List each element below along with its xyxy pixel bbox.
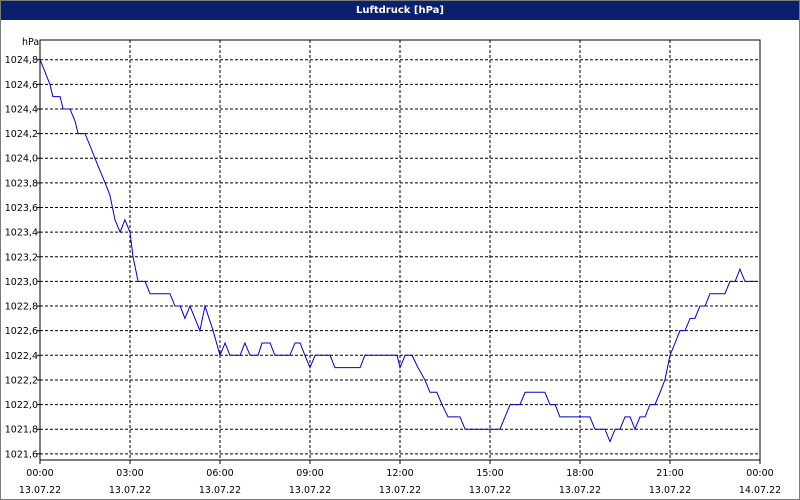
y-tick-label: 1022,4 [5,351,38,362]
y-tick-label: 1022,2 [5,375,38,386]
y-tick-label: 1024,4 [5,104,38,115]
y-tick-label: 1023,2 [5,252,38,263]
x-tick-date: 14.07.22 [739,485,781,496]
x-tick-label: 03:00 [116,468,143,479]
y-tick-label: 1022,0 [5,400,38,411]
x-tick-label: 18:00 [566,468,593,479]
y-tick-label: 1022,6 [5,326,38,337]
y-tick-label: 1023,4 [5,228,38,239]
x-tick-label: 15:00 [476,468,503,479]
x-tick-date: 13.07.22 [559,485,601,496]
y-tick-label: 1024,8 [5,55,38,66]
x-tick-date: 13.07.22 [649,485,691,496]
x-tick-date: 13.07.22 [379,485,421,496]
y-tick-label: 1021,8 [5,425,38,436]
y-tick-label: 1024,0 [5,154,38,165]
x-tick-date: 13.07.22 [199,485,241,496]
y-tick-label: 1022,8 [5,302,38,313]
line-series [39,59,757,443]
x-tick-label: 09:00 [296,468,323,479]
x-tick-date: 13.07.22 [109,485,151,496]
x-tick-date: 13.07.22 [469,485,511,496]
y-tick-label: 1023,8 [5,178,38,189]
y-axis-label: hPa [22,37,39,48]
x-tick-label: 00:00 [746,468,773,479]
x-tick-date: 13.07.22 [19,485,61,496]
x-tick-label: 21:00 [656,468,683,479]
y-tick-label: 1023,0 [5,277,38,288]
x-tick-label: 06:00 [206,468,233,479]
x-tick-date: 13.07.22 [289,485,331,496]
title-bar: Luftdruck [hPa] [1,1,799,20]
y-tick-label: 1021,6 [5,449,38,460]
y-tick-label: 1024,2 [5,129,38,140]
x-tick-label: 00:00 [26,468,53,479]
y-tick-label: 1023,6 [5,203,38,214]
x-tick-label: 12:00 [386,468,413,479]
y-tick-label: 1024,6 [5,80,38,91]
